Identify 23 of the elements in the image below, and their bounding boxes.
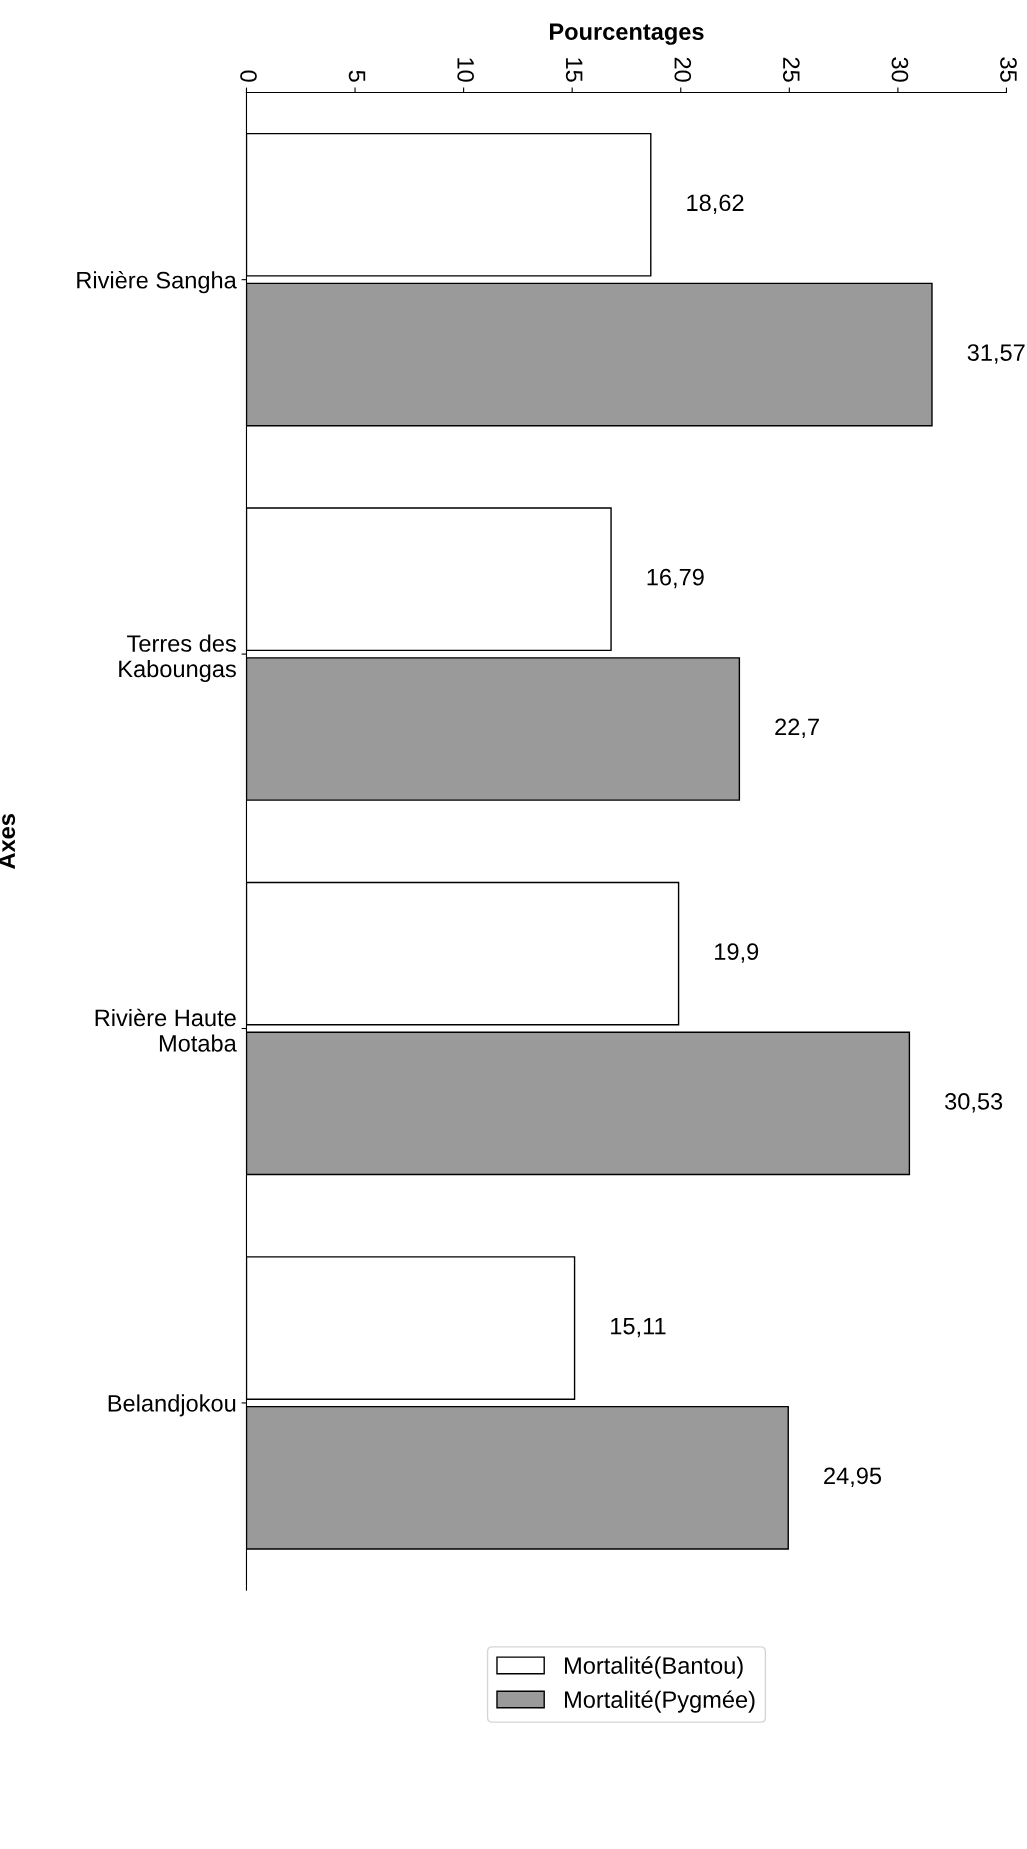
x-tick-label: 10	[457, 58, 474, 82]
legend-label: Mortalité(Pygmée)	[565, 1690, 755, 1713]
x-axis-title: Pourcentages	[549, 23, 704, 45]
data-label: 16,79	[647, 568, 704, 589]
y-tick-label: Rivière Haute Motaba	[95, 1008, 237, 1052]
data-label: 24,95	[824, 1467, 882, 1487]
x-tick-label: 25	[782, 57, 800, 82]
y-tick-label: Rivière Sangha	[77, 270, 237, 294]
x-tick-label: 20	[674, 57, 692, 82]
data-label: 31,57	[967, 344, 1025, 364]
y-tick-label: Belandjokou	[108, 1394, 236, 1417]
x-tick-label: 0	[240, 70, 257, 82]
x-tick-label: 35	[1000, 57, 1017, 82]
x-tick-label: 30	[891, 57, 909, 82]
data-label: 19,9	[715, 943, 759, 963]
data-label: 22,7	[775, 718, 819, 739]
x-tick-label: 5	[348, 70, 366, 82]
y-tick-label: Terres des Kaboungas	[119, 634, 236, 682]
data-label: 30,53	[945, 1093, 1003, 1113]
data-label: 15,11	[611, 1317, 666, 1338]
data-label: 18,62	[687, 194, 744, 214]
x-tick-label: 15	[565, 58, 583, 82]
legend-label: Mortalité(Bantou)	[565, 1656, 743, 1679]
